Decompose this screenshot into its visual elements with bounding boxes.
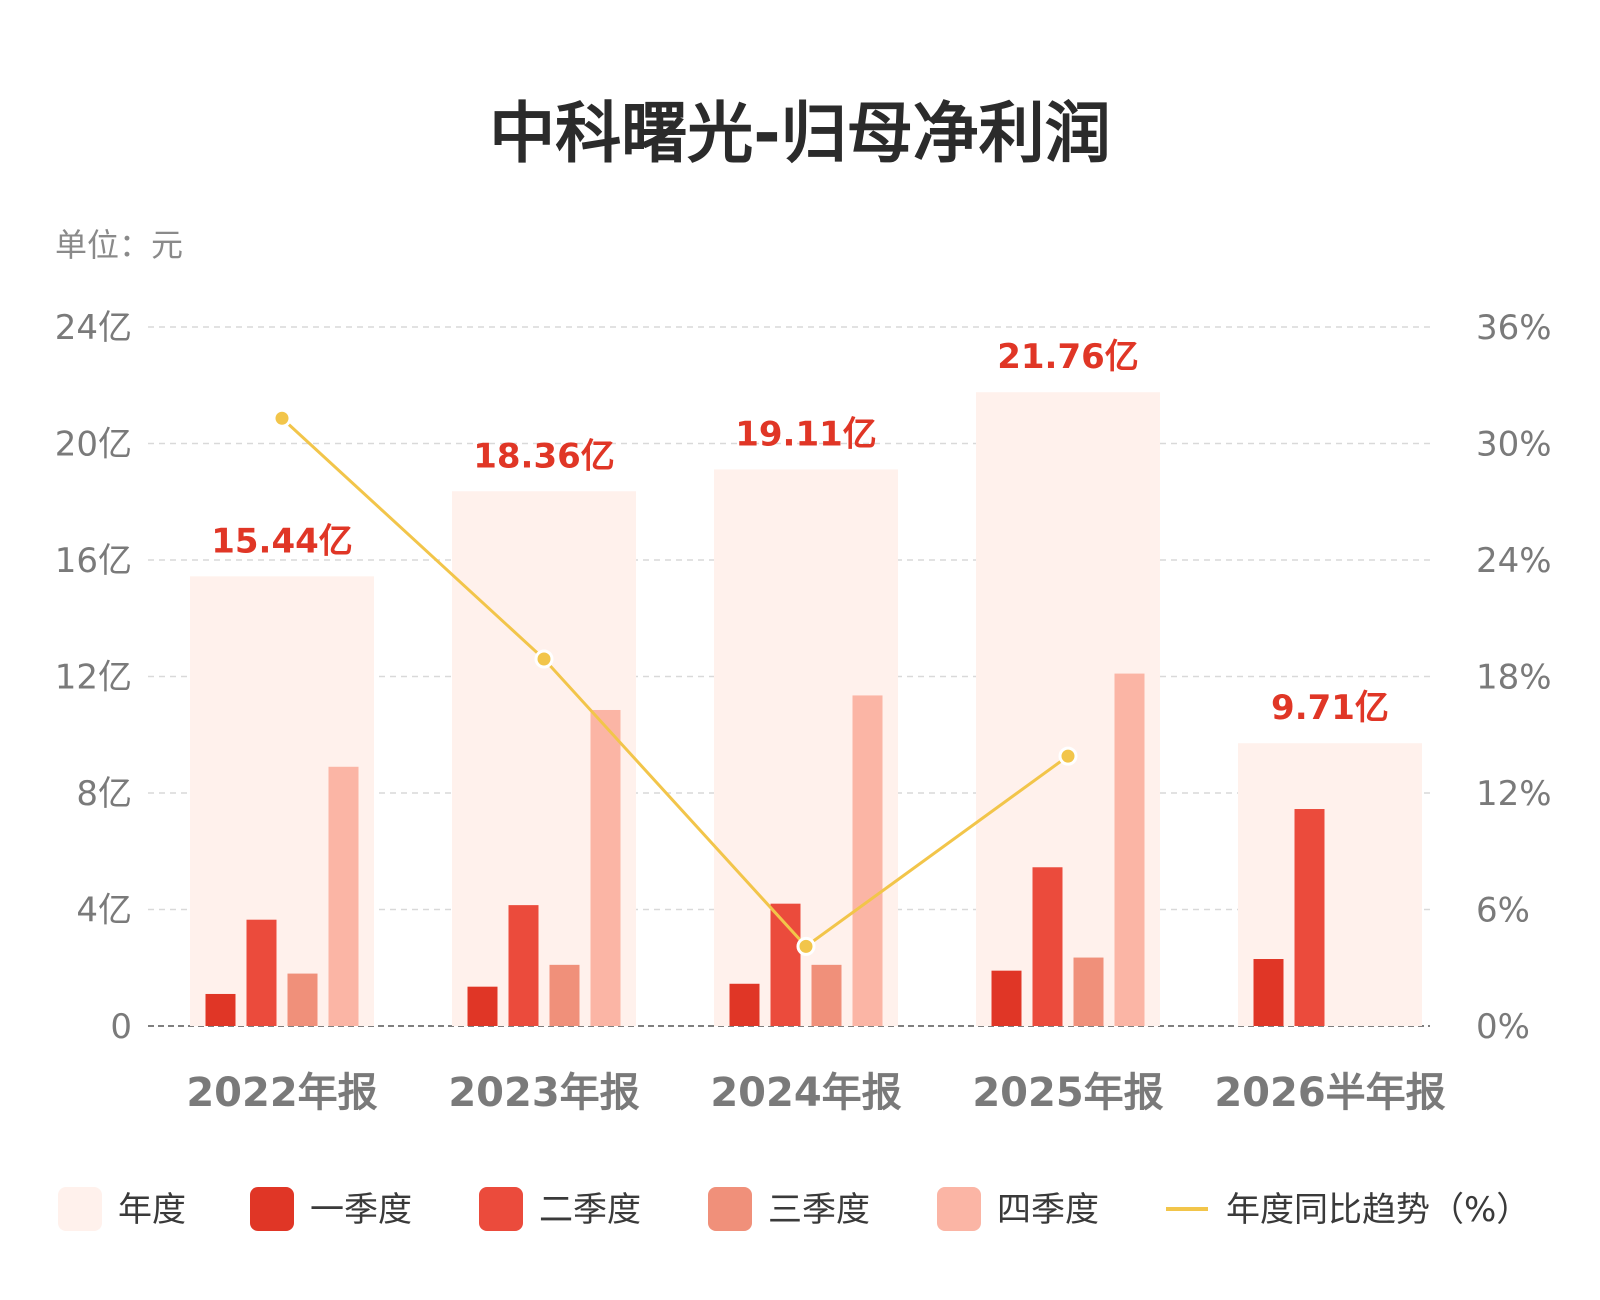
legend: 年度 一季度 二季度 三季度 四季度 年度同比趋势（%）: [58, 1187, 1530, 1231]
y-left-tick-label: 24亿: [55, 308, 132, 348]
yoy-point: [796, 936, 816, 956]
quarter-bar-q4: [852, 695, 883, 1026]
y-right-tick-label: 12%: [1476, 774, 1552, 814]
quarter-bar-q3: [549, 964, 580, 1026]
quarter-bar-q1: [1253, 959, 1284, 1026]
y-right-tick-label: 18%: [1476, 658, 1552, 698]
y-right-tick-label: 24%: [1476, 541, 1552, 581]
line-layer: [272, 408, 1078, 956]
yoy-point: [1058, 746, 1078, 766]
legend-label-0: 年度: [118, 1190, 186, 1230]
annual-value-label: 21.76亿: [997, 337, 1139, 377]
quarter-bar-q1: [991, 970, 1022, 1026]
yoy-line: [280, 417, 1069, 949]
annual-value-label: 19.11亿: [735, 414, 877, 454]
quarter-bar-q2: [1294, 809, 1325, 1026]
annual-value-label: 18.36亿: [473, 436, 615, 476]
legend-swatch-3: [708, 1187, 752, 1231]
legend-swatch-4: [937, 1187, 981, 1231]
annual-value-label: 9.71亿: [1271, 688, 1389, 728]
legend-label-4: 四季度: [997, 1190, 1099, 1230]
quarter-bar-q3: [287, 973, 318, 1026]
quarter-bar-q3: [811, 964, 842, 1026]
annual-value-label: 15.44亿: [211, 521, 353, 561]
yoy-point: [272, 408, 292, 428]
legend-swatch-1: [250, 1187, 294, 1231]
legend-swatch-0: [58, 1187, 102, 1231]
y-left-tick-label: 4亿: [76, 891, 132, 931]
legend-swatch-2: [479, 1187, 523, 1231]
y-right-tick-label: 36%: [1476, 308, 1552, 348]
legend-label-yoy: 年度同比趋势（%）: [1226, 1190, 1530, 1230]
quarter-bar-q1: [205, 993, 236, 1026]
quarter-bar-q2: [246, 919, 277, 1026]
quarter-bar-q1: [729, 983, 760, 1026]
y-left-tick-label: 12亿: [55, 658, 132, 698]
y-left-tick-label: 0: [110, 1007, 132, 1047]
y-left-tick-label: 20亿: [55, 425, 132, 465]
x-tick-label: 2025年报: [972, 1070, 1163, 1116]
y-right-tick-label: 30%: [1476, 425, 1552, 465]
quarter-bar-q4: [1114, 673, 1145, 1026]
y-right-tick-label: 6%: [1476, 891, 1530, 931]
y-left-tick-label: 16亿: [55, 541, 132, 581]
legend-label-1: 一季度: [310, 1190, 412, 1230]
quarter-bar-q3: [1073, 957, 1104, 1026]
x-tick-label: 2023年报: [448, 1070, 639, 1116]
quarter-bar-q4: [328, 766, 359, 1026]
quarter-bar-q2: [1032, 867, 1063, 1026]
bar-layer: [190, 392, 1422, 1026]
chart-title: 中科曙光-归母净利润: [489, 95, 1110, 172]
grid-layer: 0 4亿 8亿 12亿 16亿 20亿 24亿 0% 6% 12% 18% 24% 30% 36%: [55, 308, 1552, 1047]
quarter-bar-q4: [590, 709, 621, 1026]
x-tick-label: 2022年报: [186, 1070, 377, 1116]
legend-label-2: 二季度: [539, 1190, 641, 1230]
x-tick-label: 2024年报: [710, 1070, 901, 1116]
quarter-bar-q2: [508, 905, 539, 1026]
yoy-point: [534, 649, 554, 669]
x-tick-label: 2026半年报: [1214, 1070, 1445, 1116]
y-right-tick-label: 0%: [1476, 1007, 1530, 1047]
label-layer: 15.44亿 2022年报 18.36亿 2023年报 19.11亿 2024年报 21.7…: [186, 337, 1445, 1116]
unit-label: 单位：元: [55, 226, 183, 264]
y-left-tick-label: 8亿: [76, 774, 132, 814]
quarter-bar-q1: [467, 986, 498, 1026]
legend-label-3: 三季度: [768, 1190, 870, 1230]
